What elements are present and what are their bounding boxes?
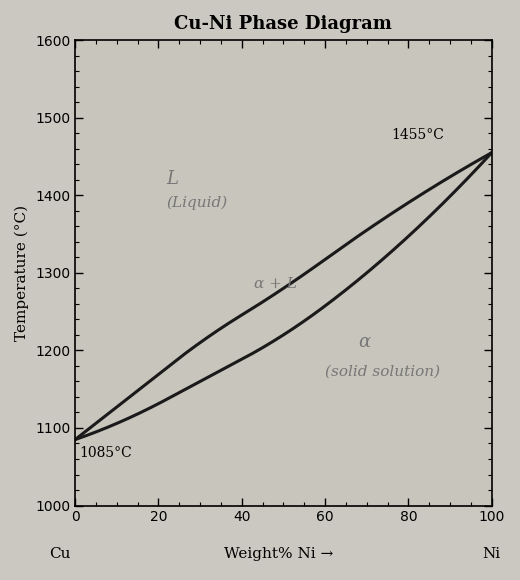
Text: Cu: Cu: [49, 547, 71, 561]
Text: 1455°C: 1455°C: [392, 128, 445, 142]
Text: 1085°C: 1085°C: [79, 445, 132, 460]
Text: α: α: [358, 332, 371, 350]
Text: L: L: [167, 169, 179, 187]
Text: (Liquid): (Liquid): [167, 195, 228, 210]
Title: Cu-Ni Phase Diagram: Cu-Ni Phase Diagram: [175, 15, 393, 33]
Text: Weight% Ni →: Weight% Ni →: [224, 547, 333, 561]
Text: (solid solution): (solid solution): [325, 364, 440, 378]
Text: Ni: Ni: [483, 547, 500, 561]
Y-axis label: Temperature (°C): Temperature (°C): [15, 205, 30, 341]
Text: α + L: α + L: [254, 277, 297, 291]
